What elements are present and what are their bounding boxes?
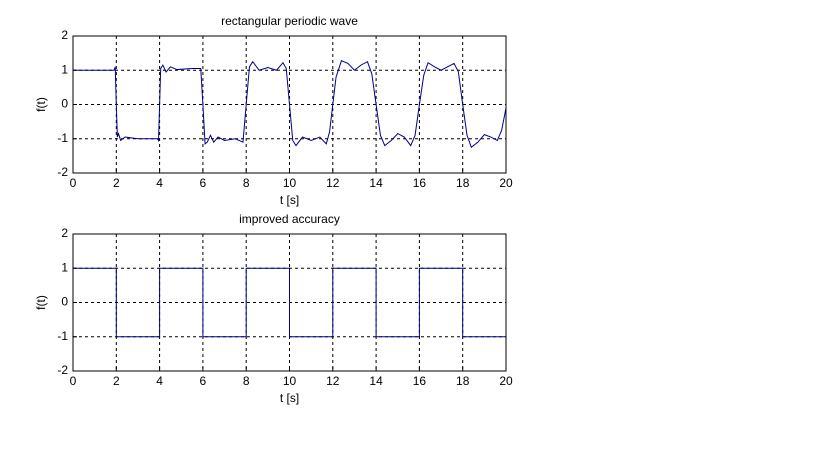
- x-tick-label: 20: [499, 374, 513, 388]
- y-axis-label: f(t): [34, 295, 48, 310]
- x-axis-label: t [s]: [280, 391, 299, 405]
- x-tick-label: 10: [283, 374, 297, 388]
- y-axis-label: f(t): [34, 97, 48, 112]
- x-tick-label: 4: [156, 374, 163, 388]
- x-tick-label: 20: [499, 176, 513, 190]
- x-axis-label: t [s]: [280, 193, 299, 207]
- y-tick-label: 2: [61, 226, 68, 240]
- y-tick-label: 2: [61, 28, 68, 42]
- x-tick-label: 8: [243, 374, 250, 388]
- y-tick-label: 1: [61, 260, 68, 274]
- y-tick-label: -1: [57, 131, 68, 145]
- axes-frame: [72, 233, 507, 372]
- x-tick-label: 6: [200, 176, 207, 190]
- x-tick-label: 0: [70, 374, 77, 388]
- y-tick-label: -1: [57, 329, 68, 343]
- y-tick-label: 1: [61, 62, 68, 76]
- data-line: [73, 267, 507, 338]
- axes-frame: [72, 35, 507, 174]
- x-tick-label: 14: [369, 176, 383, 190]
- y-tick-label: 0: [61, 97, 68, 111]
- y-tick-label: 0: [61, 295, 68, 309]
- x-tick-label: 16: [413, 176, 427, 190]
- x-tick-label: 8: [243, 176, 250, 190]
- x-tick-label: 10: [283, 176, 297, 190]
- x-tick-label: 16: [413, 374, 427, 388]
- chart-title: rectangular periodic wave: [221, 14, 358, 28]
- x-tick-label: 6: [200, 374, 207, 388]
- x-tick-label: 0: [70, 176, 77, 190]
- x-tick-label: 4: [156, 176, 163, 190]
- x-tick-label: 2: [113, 176, 120, 190]
- y-tick-label: -2: [57, 363, 68, 377]
- x-tick-label: 2: [113, 374, 120, 388]
- x-tick-label: 14: [369, 374, 383, 388]
- x-tick-label: 12: [326, 374, 340, 388]
- x-tick-label: 12: [326, 176, 340, 190]
- x-tick-label: 18: [456, 176, 470, 190]
- chart-title: improved accuracy: [239, 212, 340, 226]
- data-line: [73, 59, 507, 149]
- y-tick-label: -2: [57, 165, 68, 179]
- x-tick-label: 18: [456, 374, 470, 388]
